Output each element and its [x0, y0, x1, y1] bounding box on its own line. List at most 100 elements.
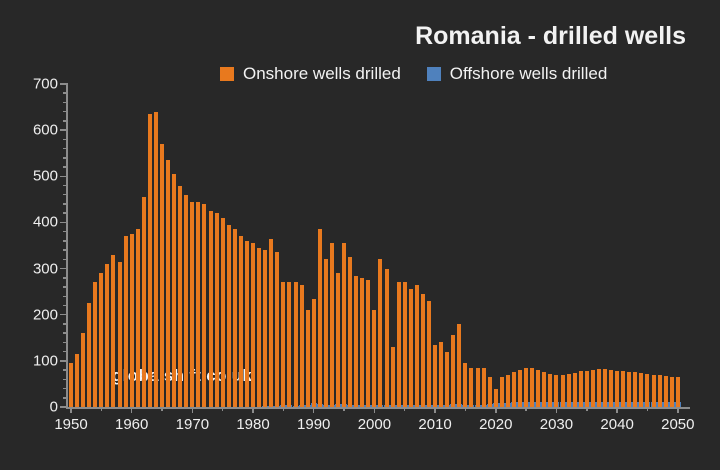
- y-minor-tick: [63, 240, 68, 242]
- bar-onshore-1994: [335, 273, 340, 407]
- bar-onshore-1950: [69, 363, 73, 407]
- legend: Onshore wells drilled Offshore wells dri…: [220, 64, 607, 84]
- y-minor-tick: [63, 369, 68, 371]
- y-major-tick: [60, 83, 68, 85]
- x-major-tick: [70, 407, 72, 413]
- bar-onshore-2015: [463, 363, 468, 407]
- bar-onshore-1967: [172, 173, 177, 407]
- x-major-tick: [434, 407, 436, 413]
- x-minor-tick: [100, 407, 103, 411]
- y-minor-tick: [63, 286, 68, 288]
- bar-onshore-1988: [299, 284, 304, 407]
- y-minor-tick: [63, 304, 68, 307]
- x-axis-line: [66, 407, 690, 409]
- bar-onshore-1975: [220, 217, 225, 407]
- bar-onshore-2011: [439, 342, 444, 407]
- x-major-tick: [495, 407, 497, 413]
- x-tick-label: 1970: [175, 416, 210, 433]
- bar-onshore-2040: [615, 371, 620, 407]
- bar-onshore-2024: [518, 370, 523, 407]
- y-minor-tick: [63, 258, 68, 261]
- x-major-tick: [252, 407, 254, 413]
- y-tick-label: 400: [32, 213, 58, 231]
- bar-onshore-1987: [293, 282, 298, 407]
- bar-onshore-2032: [566, 373, 571, 407]
- bar-onshore-1978: [238, 236, 243, 407]
- y-tick-label: 500: [32, 167, 58, 185]
- bar-onshore-1995: [342, 243, 347, 407]
- bar-onshore-1983: [269, 238, 274, 407]
- y-minor-tick: [63, 323, 68, 325]
- y-minor-tick: [63, 249, 68, 251]
- bar-onshore-1986: [287, 282, 292, 407]
- y-minor-tick: [63, 92, 68, 94]
- legend-label-onshore: Onshore wells drilled: [243, 64, 401, 83]
- bar-onshore-1964: [153, 111, 158, 407]
- bar-onshore-1991: [317, 229, 322, 407]
- bar-onshore-2023: [511, 372, 516, 407]
- bar-onshore-2013: [451, 335, 456, 407]
- x-tick-label: 2020: [479, 416, 513, 433]
- bar-onshore-2008: [420, 293, 425, 407]
- bar-onshore-1992: [323, 259, 328, 407]
- onshore-swatch-icon: [220, 67, 234, 81]
- y-tick-label: 300: [32, 260, 58, 278]
- bar-onshore-1989: [305, 310, 310, 407]
- bar-onshore-2044: [639, 373, 644, 407]
- y-minor-tick: [63, 166, 68, 168]
- bar-onshore-1984: [275, 252, 280, 407]
- bar-onshore-1977: [232, 229, 237, 407]
- x-major-tick: [677, 407, 679, 413]
- y-minor-tick: [63, 193, 68, 196]
- x-minor-tick: [464, 407, 467, 411]
- y-minor-tick: [63, 110, 68, 113]
- x-minor-tick: [221, 407, 224, 411]
- bar-onshore-1959: [123, 236, 128, 407]
- bar-onshore-2001: [378, 259, 383, 407]
- y-minor-tick: [63, 184, 68, 187]
- bar-onshore-2038: [602, 369, 607, 407]
- y-axis-line: [66, 84, 68, 409]
- y-minor-tick: [63, 230, 68, 233]
- bar-onshore-1970: [190, 201, 195, 407]
- y-minor-tick: [63, 147, 68, 150]
- bar-onshore-1968: [178, 185, 183, 407]
- bar-onshore-2026: [530, 368, 535, 407]
- bar-onshore-1980: [251, 243, 256, 407]
- bar-onshore-1973: [208, 210, 213, 407]
- x-major-tick: [555, 407, 558, 413]
- bar-onshore-2028: [542, 372, 547, 407]
- y-tick-label: 200: [32, 306, 58, 324]
- bar-onshore-1954: [93, 282, 98, 407]
- x-minor-tick: [403, 407, 406, 411]
- bar-onshore-2014: [457, 323, 462, 407]
- y-minor-tick: [63, 138, 68, 141]
- y-minor-tick: [63, 332, 68, 334]
- offshore-swatch-icon: [426, 67, 441, 81]
- bar-onshore-2042: [627, 371, 632, 407]
- bar-onshore-2047: [657, 374, 662, 407]
- y-tick-label: 700: [32, 75, 58, 93]
- bar-onshore-2036: [590, 369, 595, 407]
- bar-onshore-1958: [117, 261, 122, 407]
- y-minor-tick: [63, 157, 68, 159]
- bar-onshore-1974: [214, 213, 219, 407]
- bar-onshore-1999: [366, 280, 371, 407]
- bar-onshore-2000: [372, 310, 377, 407]
- bar-onshore-2039: [609, 370, 614, 407]
- bar-onshore-2031: [560, 374, 565, 407]
- x-tick-label: 1980: [236, 416, 270, 433]
- y-tick-label: 0: [49, 398, 58, 416]
- y-minor-tick: [63, 295, 68, 297]
- bar-onshore-2009: [427, 300, 431, 407]
- x-major-tick: [373, 407, 376, 413]
- bar-onshore-2027: [536, 370, 541, 407]
- y-minor-tick: [63, 350, 68, 353]
- y-major-tick: [60, 221, 68, 224]
- y-minor-tick: [63, 212, 68, 214]
- y-tick-label: 600: [32, 121, 58, 139]
- bar-onshore-2041: [621, 371, 626, 407]
- y-minor-tick: [63, 101, 68, 104]
- bar-onshore-1961: [135, 229, 140, 407]
